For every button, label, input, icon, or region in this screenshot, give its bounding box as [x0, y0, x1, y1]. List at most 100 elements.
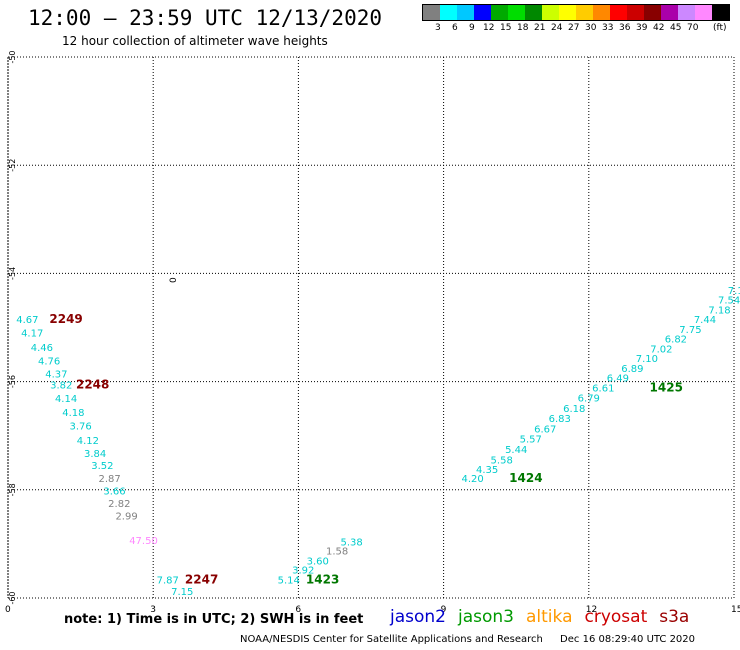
- wave-height-point-37: 7.02: [650, 344, 672, 355]
- legend-swatch-15: [678, 5, 695, 20]
- pass-time-label-2: 2247: [185, 572, 218, 586]
- wave-height-point-3: 4.76: [38, 356, 60, 367]
- pass-time-label-5: 1425: [650, 380, 683, 394]
- wave-height-point-5: 3.82: [50, 381, 72, 392]
- footer-credit: NOAA/NESDIS Center for Satellite Applica…: [240, 634, 695, 645]
- wave-height-point-18: 7.15: [171, 587, 193, 598]
- wave-height-point-15: 2.99: [115, 512, 137, 523]
- legend-swatch-10: [593, 5, 610, 20]
- satellite-jason3: jason3: [458, 607, 514, 627]
- legend-unit: (ft): [713, 23, 727, 33]
- legend-swatch-13: [644, 5, 661, 20]
- wave-height-point-29: 6.67: [534, 424, 556, 435]
- x-tick-label-0: 0: [5, 605, 11, 615]
- wave-height-point-33: 6.61: [592, 383, 614, 394]
- satellite-legend: jason2 jason3 altika cryosat s3a: [390, 607, 701, 627]
- satellite-cryosat: cryosat: [584, 607, 648, 627]
- wave-height-point-28: 5.57: [520, 435, 542, 446]
- wave-height-point-19: 5.14: [278, 575, 300, 586]
- wave-height-point-8: 3.76: [69, 422, 91, 433]
- wave-height-point-6: 4.14: [55, 394, 77, 405]
- y-tick-label-0: -50: [8, 50, 17, 63]
- legend-label-10: 33: [602, 23, 614, 33]
- wave-height-point-2: 4.46: [31, 343, 53, 354]
- legend-swatch-5: [508, 5, 525, 20]
- wave-height-point-24: 4.20: [462, 474, 484, 485]
- y-tick-label-2: -54: [8, 267, 17, 280]
- wave-height-point-10: 3.84: [84, 449, 106, 460]
- legend-swatches: [422, 4, 730, 21]
- wave-height-point-38: 6.82: [665, 335, 687, 346]
- legend-swatch-3: [474, 5, 491, 20]
- legend-swatch-16: [695, 5, 712, 20]
- wave-height-point-25: 4.35: [476, 465, 498, 476]
- wave-height-point-27: 5.44: [505, 445, 527, 456]
- map-grid: [7, 56, 735, 599]
- wave-height-point-16: 47.50: [129, 536, 158, 547]
- wave-height-point-41: 7.18: [708, 305, 730, 316]
- legend-swatch-2: [457, 5, 474, 20]
- pass-time-label-0: 2249: [49, 312, 82, 326]
- wave-height-point-31: 6.18: [563, 404, 585, 415]
- wave-height-point-36: 7.10: [636, 354, 658, 365]
- wave-height-point-1: 4.17: [21, 329, 43, 340]
- legend-label-15: 70: [687, 23, 699, 33]
- legend-label-1: 6: [452, 23, 458, 33]
- wave-height-point-35: 6.89: [621, 364, 643, 375]
- legend-label-0: 3: [435, 23, 441, 33]
- x-tick-label-5: 15: [731, 605, 740, 615]
- satellite-altika: altika: [526, 607, 573, 627]
- legend-label-11: 36: [619, 23, 631, 33]
- footer-note: note: 1) Time is in UTC; 2) SWH is in fe…: [64, 612, 364, 627]
- wave-height-point-39: 7.75: [679, 325, 701, 336]
- legend-swatch-8: [559, 5, 576, 20]
- legend-label-6: 21: [534, 23, 546, 33]
- wave-height-points: 4.67 4.17 4.46 4.76 4.373.82 4.14 4.18 3.76 4.12…: [16, 286, 740, 598]
- wave-height-point-43: 7.18: [728, 286, 740, 297]
- x-tick-label-2: 6: [295, 605, 301, 615]
- wave-height-point-14: 2.82: [108, 499, 130, 510]
- wave-height-point-21: 3.60: [307, 556, 329, 567]
- legend-swatch-0: [423, 5, 440, 20]
- x-tick-label-1: 3: [150, 605, 156, 615]
- wave-height-point-0: 4.67: [16, 315, 38, 326]
- legend-label-4: 15: [500, 23, 512, 33]
- legend-label-7: 24: [551, 23, 563, 33]
- wave-height-point-4: 4.37: [45, 369, 67, 380]
- wave-height-point-26: 5.58: [491, 455, 513, 466]
- legend-swatch-6: [525, 5, 542, 20]
- wave-height-point-17: 7.87: [157, 575, 179, 586]
- legend-swatch-9: [576, 5, 593, 20]
- wave-height-point-11: 3.52: [91, 461, 113, 472]
- wave-height-point-7: 4.18: [62, 408, 84, 419]
- y-tick-label-4: -58: [8, 483, 17, 496]
- wave-height-point-40: 7.44: [694, 315, 716, 326]
- legend-swatch-11: [610, 5, 627, 20]
- generated-timestamp: Dec 16 08:29:40 UTC 2020: [560, 634, 696, 645]
- map-title: 12:00 – 23:59 UTC 12/13/2020: [28, 6, 383, 30]
- x-tick-label-3: 9: [441, 605, 447, 615]
- map-subtitle: 12 hour collection of altimeter wave hei…: [62, 34, 328, 48]
- wave-height-point-20: 3.92: [292, 566, 314, 577]
- legend-swatch-12: [627, 5, 644, 20]
- pass-time-labels: 2249 2248 2247 1423 1424 1425: [49, 312, 683, 586]
- pass-time-label-3: 1423: [306, 572, 339, 586]
- axis-tick-labels: 0 3 6 9 12 15 -50 -52 -54 -56 -58 -60: [5, 50, 740, 615]
- y-tick-label-3: -56: [8, 375, 17, 388]
- pass-time-label-1: 2248: [76, 378, 109, 392]
- legend-label-3: 12: [483, 23, 495, 33]
- color-legend: 3 6 9 12 15 18 21 24 27 30 33 36 39 42 45 70 (ft): [422, 4, 730, 33]
- y-tick-label-5: -60: [8, 591, 17, 604]
- legend-label-13: 42: [653, 23, 665, 33]
- contour-label: 0: [169, 277, 179, 283]
- legend-swatch-1: [440, 5, 457, 20]
- wave-height-point-22: 1.58: [326, 547, 348, 558]
- wave-height-point-42: 7.54: [718, 296, 740, 307]
- wave-height-point-23: 5.38: [341, 538, 363, 549]
- legend-label-8: 27: [568, 23, 580, 33]
- legend-swatch-7: [542, 5, 559, 20]
- legend-label-9: 30: [585, 23, 597, 33]
- credit-text: NOAA/NESDIS Center for Satellite Applica…: [240, 634, 543, 645]
- wave-height-point-34: 6.49: [607, 374, 629, 385]
- pass-time-label-4: 1424: [509, 471, 542, 485]
